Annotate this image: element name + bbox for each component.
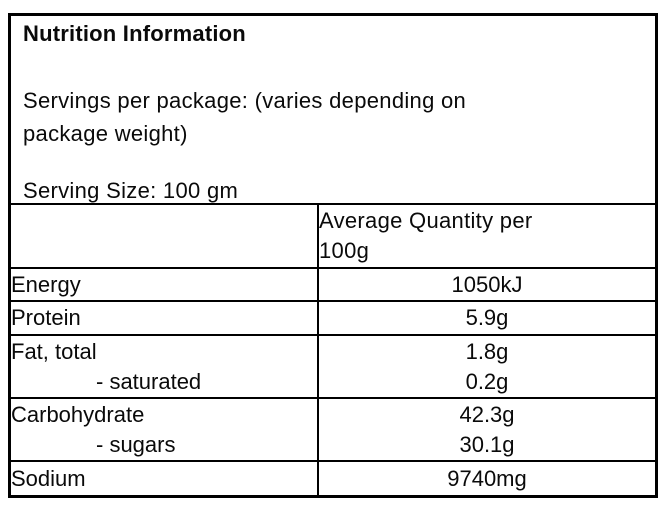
table-row-carbohydrate: Carbohydrate - sugars 42.3g 30.1g [11,397,655,461]
panel-header-section: Nutrition Information Servings per packa… [11,16,655,203]
servings-line-2: package weight) [23,121,188,146]
fat-saturated-label: - saturated [96,368,202,394]
nutrition-table: Average Quantity per 100g Energy 1050kJ … [11,203,655,496]
carbohydrate-label: Carbohydrate [11,401,145,427]
carbohydrate-sugars-label: - sugars [96,431,176,457]
table-row-sodium: Sodium 9740mg [11,460,655,496]
header-quantity-cell: Average Quantity per 100g [317,204,655,268]
header-empty-cell [11,204,318,268]
table-row-protein: Protein 5.9g [11,300,655,335]
servings-per-package-text: Servings per package: (varies depending … [23,84,643,150]
protein-label: Protein [11,300,318,335]
header-quantity-line-2: 100g [319,238,370,263]
table-header-row: Average Quantity per 100g [11,204,655,268]
energy-label: Energy [11,267,318,301]
sodium-label: Sodium [11,460,318,496]
table-row-fat: Fat, total - saturated 1.8g 0.2g [11,334,655,398]
protein-value: 5.9g [317,300,655,335]
carbohydrate-value: 42.3g [459,401,515,427]
fat-value-cell: 1.8g 0.2g [317,334,655,398]
carbohydrate-label-cell: Carbohydrate - sugars [11,397,318,461]
carbohydrate-sugars-value: 30.1g [459,431,515,457]
nutrition-panel: Nutrition Information Servings per packa… [8,13,658,498]
fat-total-label: Fat, total [11,338,97,364]
carbohydrate-value-cell: 42.3g 30.1g [317,397,655,461]
servings-line-1: Servings per package: (varies depending … [23,88,467,113]
energy-value: 1050kJ [317,267,655,301]
table-row-energy: Energy 1050kJ [11,267,655,301]
header-quantity-line-1: Average Quantity per [319,208,533,233]
fat-total-value: 1.8g [465,338,509,364]
serving-size-text: Serving Size: 100 gm [23,178,239,203]
fat-saturated-value: 0.2g [465,368,509,394]
panel-title: Nutrition Information [23,21,246,46]
sodium-value: 9740mg [317,460,655,496]
fat-label-cell: Fat, total - saturated [11,334,318,398]
